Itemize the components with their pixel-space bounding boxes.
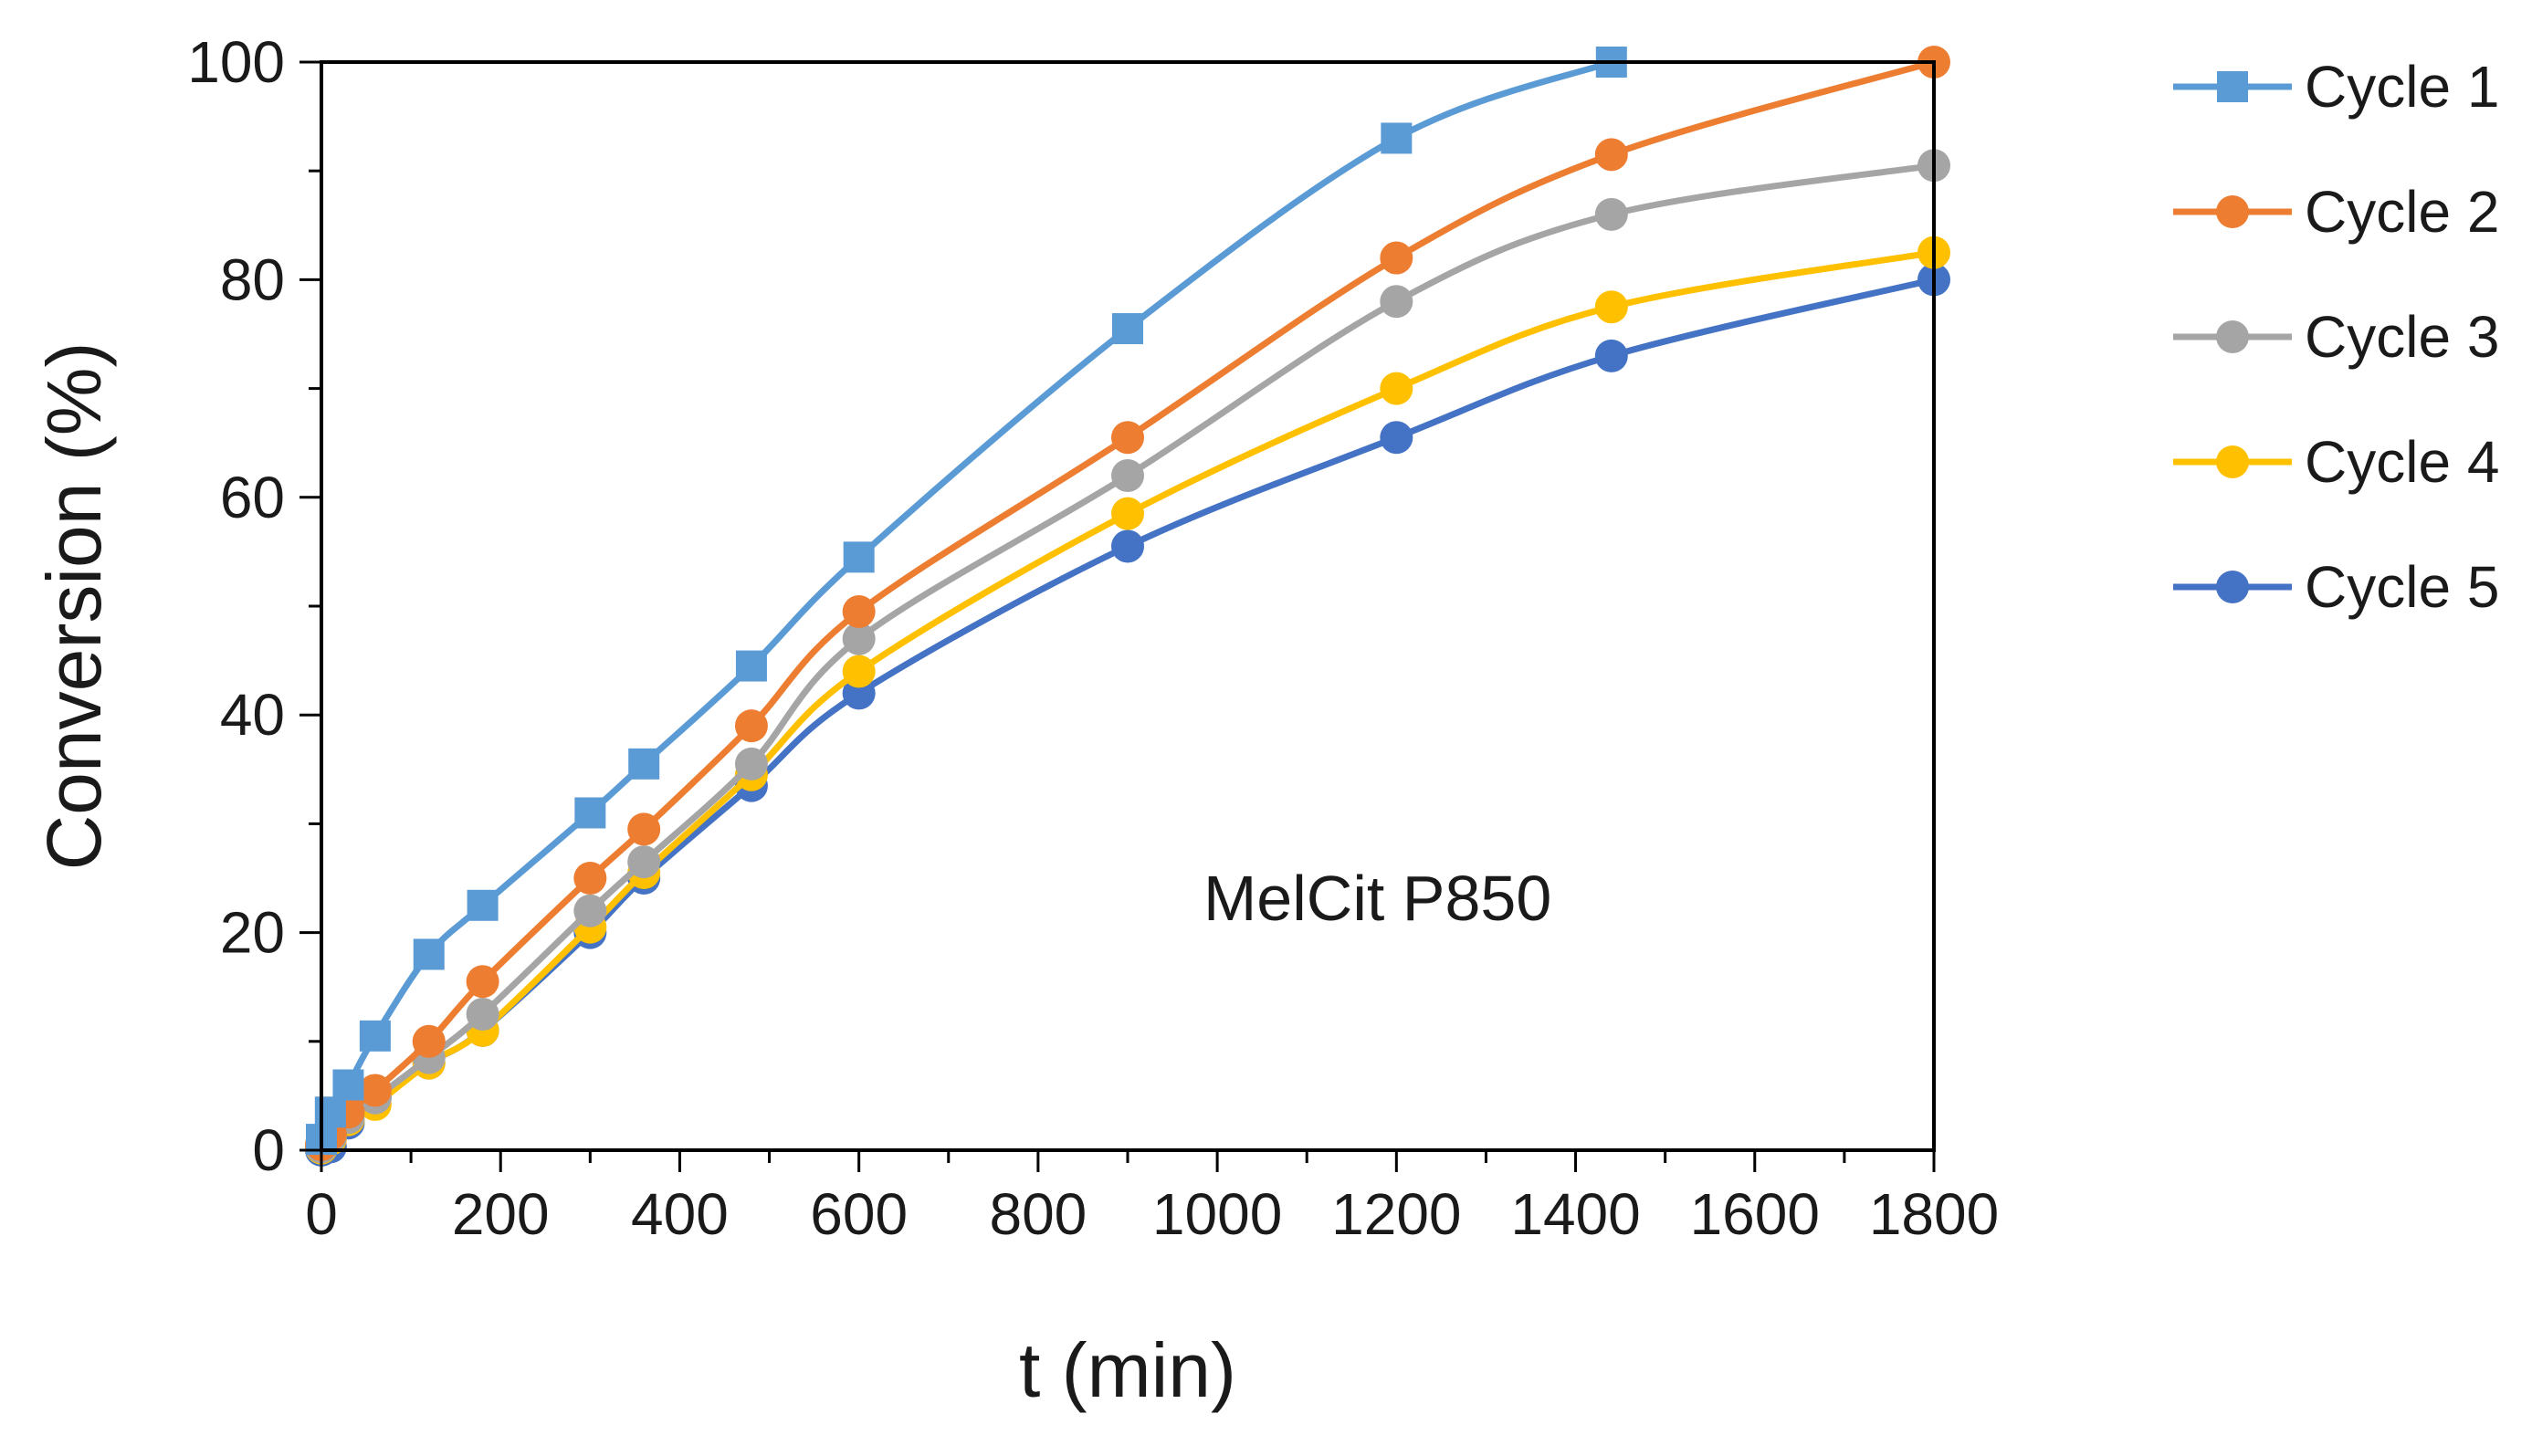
plot-area <box>320 60 1936 1152</box>
x-tick-label: 600 <box>810 1181 908 1247</box>
x-tick-label: 1400 <box>1510 1181 1640 1247</box>
legend-item-cycle-5: Cycle 5 <box>2173 554 2499 620</box>
legend-swatch-marker <box>2216 320 2249 353</box>
data-point-cycle-5 <box>1594 339 1628 372</box>
data-point-cycle-2 <box>573 862 607 895</box>
y-tick-label: 40 <box>220 682 285 748</box>
x-tick-label: 1200 <box>1331 1181 1461 1247</box>
data-point-cycle-1 <box>413 938 445 970</box>
series-line-cycle-2 <box>319 58 1935 1147</box>
y-tick-label: 20 <box>220 900 285 966</box>
x-axis-title: t (min) <box>1019 1327 1236 1413</box>
data-point-cycle-3 <box>1594 197 1628 231</box>
legend-label: Cycle 2 <box>2305 179 2499 245</box>
legend-swatch-marker <box>2216 571 2249 603</box>
data-point-cycle-2 <box>466 965 499 999</box>
series-cycle-3 <box>305 149 1950 1164</box>
data-point-cycle-1 <box>1381 122 1413 154</box>
data-point-cycle-3 <box>627 845 661 879</box>
legend-label: Cycle 5 <box>2305 554 2499 620</box>
data-point-cycle-1 <box>735 650 767 682</box>
data-point-cycle-3 <box>1111 458 1144 492</box>
y-tick-label: 100 <box>187 29 285 95</box>
x-tick-label: 200 <box>452 1181 550 1247</box>
y-tick-label: 0 <box>252 1117 285 1183</box>
y-axis-title: Conversion (%) <box>31 342 117 871</box>
data-point-cycle-1 <box>359 1020 391 1052</box>
series-cycle-1 <box>306 47 1627 1156</box>
data-point-cycle-3 <box>466 998 499 1031</box>
legend-label: Cycle 3 <box>2305 304 2499 370</box>
series-line-cycle-3 <box>319 162 1935 1149</box>
data-point-cycle-4 <box>1111 497 1144 530</box>
y-tick-label: 80 <box>220 246 285 312</box>
data-point-cycle-2 <box>412 1024 446 1058</box>
data-point-cycle-2 <box>627 812 661 846</box>
x-axis: 0 200 400 600 800 1000 1200 1400 1600 1800 <box>305 1150 1999 1247</box>
data-point-cycle-3 <box>734 747 768 780</box>
data-point-cycle-4 <box>1594 290 1628 324</box>
series-cycle-4 <box>305 236 1950 1165</box>
x-tick-label: 1000 <box>1152 1181 1282 1247</box>
data-point-cycle-2 <box>1111 421 1144 455</box>
data-point-cycle-3 <box>1380 285 1413 319</box>
data-point-cycle-2 <box>734 709 768 743</box>
series-layer <box>305 46 1950 1167</box>
chart-annotation: MelCit P850 <box>1203 863 1551 934</box>
legend-item-cycle-1: Cycle 1 <box>2173 54 2499 120</box>
data-point-cycle-4 <box>842 655 876 688</box>
legend-item-cycle-2: Cycle 2 <box>2173 179 2499 245</box>
data-point-cycle-2 <box>1594 138 1628 172</box>
x-tick-label: 1600 <box>1690 1181 1820 1247</box>
data-point-cycle-2 <box>842 594 876 628</box>
legend-item-cycle-4: Cycle 4 <box>2173 429 2499 495</box>
data-point-cycle-5 <box>1380 421 1413 455</box>
series-line-cycle-5 <box>320 276 1935 1154</box>
legend-label: Cycle 4 <box>2305 429 2499 495</box>
data-point-cycle-4 <box>1380 372 1413 405</box>
data-point-cycle-3 <box>842 622 876 655</box>
data-point-cycle-1 <box>574 797 606 829</box>
data-point-cycle-1 <box>467 889 499 921</box>
legend-swatch-marker <box>2216 445 2249 478</box>
x-tick-label: 800 <box>989 1181 1087 1247</box>
legend-swatch-marker <box>2216 195 2249 228</box>
legend-item-cycle-3: Cycle 3 <box>2173 304 2499 370</box>
data-point-cycle-2 <box>1380 241 1413 275</box>
y-tick-label: 60 <box>220 465 285 530</box>
data-point-cycle-3 <box>573 894 607 927</box>
series-line-cycle-4 <box>319 249 1935 1151</box>
series-cycle-2 <box>305 46 1950 1162</box>
x-tick-label: 400 <box>631 1181 729 1247</box>
series-cycle-5 <box>305 263 1950 1167</box>
data-point-cycle-1 <box>843 541 875 573</box>
legend: Cycle 1 Cycle 2 Cycle 3 Cycle 4 Cycle 5 <box>2173 54 2499 620</box>
data-point-cycle-5 <box>1111 529 1144 563</box>
legend-swatch-marker <box>2217 71 2248 102</box>
data-point-cycle-1 <box>628 748 660 780</box>
data-point-cycle-1 <box>332 1069 364 1101</box>
y-axis: 0 20 40 60 80 100 <box>187 29 321 1183</box>
data-point-cycle-2 <box>358 1074 392 1107</box>
x-tick-label: 1800 <box>1869 1181 1999 1247</box>
data-point-cycle-1 <box>314 1096 346 1128</box>
x-tick-label: 0 <box>305 1181 338 1247</box>
data-point-cycle-1 <box>1112 313 1143 345</box>
legend-label: Cycle 1 <box>2305 54 2499 120</box>
